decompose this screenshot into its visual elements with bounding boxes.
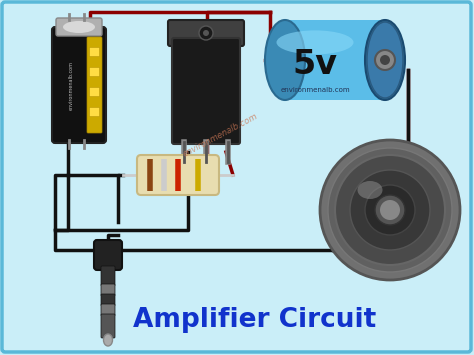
FancyBboxPatch shape xyxy=(101,284,115,296)
FancyBboxPatch shape xyxy=(87,37,102,133)
FancyBboxPatch shape xyxy=(90,48,100,56)
Circle shape xyxy=(380,200,400,220)
Circle shape xyxy=(203,30,209,36)
FancyBboxPatch shape xyxy=(101,304,115,316)
Ellipse shape xyxy=(63,21,95,33)
FancyBboxPatch shape xyxy=(90,108,100,116)
Circle shape xyxy=(375,195,405,225)
Text: environmenalb.com: environmenalb.com xyxy=(69,60,73,109)
FancyBboxPatch shape xyxy=(94,240,122,270)
Circle shape xyxy=(375,50,395,70)
Circle shape xyxy=(328,148,452,272)
FancyBboxPatch shape xyxy=(137,155,219,195)
FancyBboxPatch shape xyxy=(101,294,115,306)
Circle shape xyxy=(380,55,390,65)
Circle shape xyxy=(199,26,213,40)
FancyBboxPatch shape xyxy=(56,18,102,36)
Circle shape xyxy=(350,170,430,250)
Ellipse shape xyxy=(276,31,354,54)
FancyBboxPatch shape xyxy=(90,87,100,97)
FancyBboxPatch shape xyxy=(168,20,244,46)
Circle shape xyxy=(365,185,415,235)
Bar xyxy=(285,20,385,100)
Ellipse shape xyxy=(365,20,405,100)
Text: environmenalb.com: environmenalb.com xyxy=(181,111,259,159)
Text: environmenalb.com: environmenalb.com xyxy=(280,87,350,93)
FancyBboxPatch shape xyxy=(2,2,471,352)
FancyBboxPatch shape xyxy=(172,38,240,144)
FancyBboxPatch shape xyxy=(101,266,115,286)
FancyBboxPatch shape xyxy=(52,27,106,143)
Text: Amplifier Circuit: Amplifier Circuit xyxy=(133,307,377,333)
Ellipse shape xyxy=(103,334,112,346)
Ellipse shape xyxy=(265,20,305,100)
FancyBboxPatch shape xyxy=(101,314,115,338)
Circle shape xyxy=(335,155,445,265)
Ellipse shape xyxy=(357,181,383,199)
Text: 5v: 5v xyxy=(292,49,337,82)
FancyBboxPatch shape xyxy=(90,67,100,76)
Circle shape xyxy=(320,140,460,280)
Ellipse shape xyxy=(367,22,403,98)
